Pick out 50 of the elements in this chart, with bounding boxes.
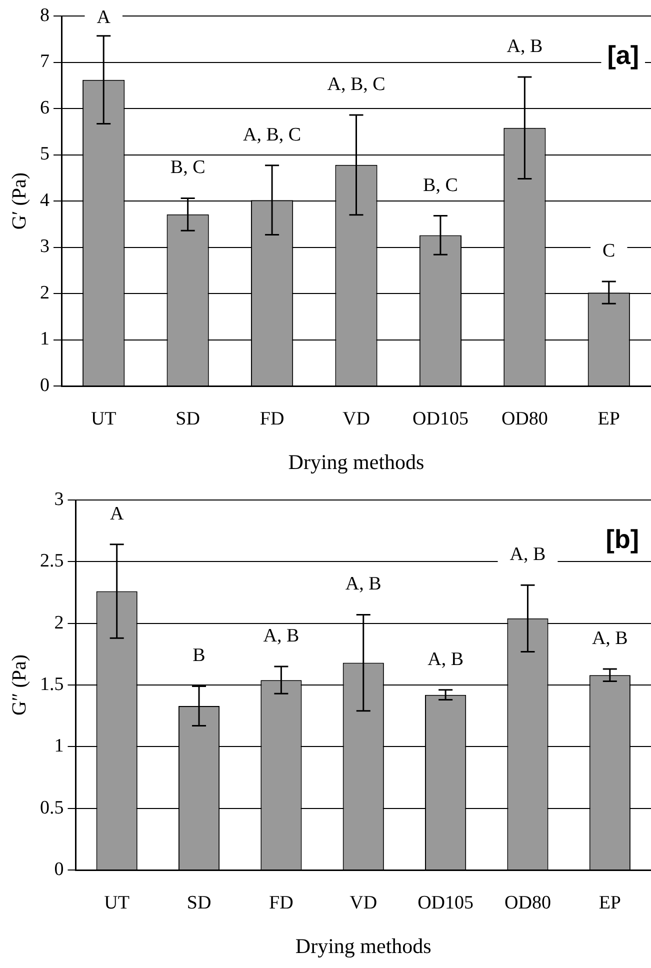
x-tick-label: FD xyxy=(269,892,294,914)
y-tick-label: 5 xyxy=(40,144,50,165)
x-tick-label: VD xyxy=(342,408,370,430)
annotation: C xyxy=(602,240,616,262)
y-tick-label: 0.5 xyxy=(40,797,64,818)
x-tick-label: EP xyxy=(598,892,622,914)
x-tick-label: OD80 xyxy=(501,408,548,430)
y-tick-label: 2 xyxy=(40,282,50,304)
annotation: [a] xyxy=(607,40,639,70)
annotation: A xyxy=(96,6,111,28)
y-tick-label: 1 xyxy=(40,328,50,350)
x-tick-label: UT xyxy=(104,892,130,914)
x-tick-label: OD105 xyxy=(418,892,474,914)
x-tick-label: FD xyxy=(260,408,284,430)
annotation: A, B, C xyxy=(327,74,386,95)
y-tick-label: 6 xyxy=(40,97,50,118)
annotation: [b] xyxy=(606,524,639,554)
y-tick-label: 4 xyxy=(40,190,50,211)
y-axis-title: G″ (Pa) xyxy=(8,654,30,716)
y-tick-label: 1.5 xyxy=(40,674,64,695)
y-tick-label: 7 xyxy=(40,51,50,72)
x-axis-title: Drying methods xyxy=(288,450,424,474)
annotation: B, C xyxy=(170,157,206,178)
y-tick-label: 2.5 xyxy=(40,550,64,572)
annotation: A, B xyxy=(506,36,543,58)
y-tick-label: 1 xyxy=(54,736,64,757)
y-tick-label: 8 xyxy=(40,4,50,26)
annotation: A, B xyxy=(510,544,546,566)
annotation: A xyxy=(110,503,124,524)
annotation: A, B xyxy=(592,628,628,649)
annotation: B, C xyxy=(423,174,458,196)
y-tick-label: 2 xyxy=(54,612,64,634)
x-tick-label: SD xyxy=(186,892,212,914)
y-tick-label: 3 xyxy=(40,236,50,258)
x-tick-label: SD xyxy=(176,408,200,430)
y-tick-label: 0 xyxy=(40,374,50,396)
x-tick-label: VD xyxy=(350,892,378,914)
x-axis-title: Drying methods xyxy=(295,934,432,958)
y-tick-label: 0 xyxy=(54,858,64,880)
x-tick-label: EP xyxy=(598,408,620,430)
annotation: B xyxy=(192,645,206,666)
annotation: A, B, C xyxy=(242,124,302,146)
annotation: A, B xyxy=(345,574,382,595)
y-tick-label: 3 xyxy=(54,488,64,510)
x-tick-label: OD105 xyxy=(412,408,468,430)
annotation: A, B xyxy=(263,625,300,646)
x-tick-label: UT xyxy=(90,408,117,430)
annotation: A, B xyxy=(428,648,464,670)
y-axis-title: G′ (Pa) xyxy=(8,172,30,230)
x-tick-label: OD80 xyxy=(504,892,551,914)
